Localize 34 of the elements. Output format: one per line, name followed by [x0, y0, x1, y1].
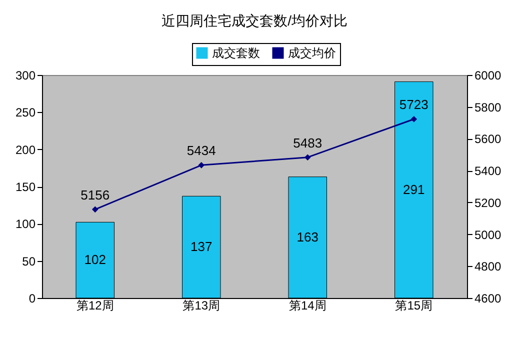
point: [410, 116, 418, 122]
y2-tick-label: 5200: [474, 196, 502, 210]
x-tick-label: 第12周: [76, 298, 114, 312]
y2-tick-label: 5400: [474, 164, 502, 178]
chart-title: 近四周住宅成交套数/均价对比: [162, 12, 348, 28]
data-label: 5434: [186, 143, 216, 158]
y-tick-label: 250: [15, 106, 36, 120]
y2-tick-label: 4800: [474, 260, 502, 274]
point: [92, 206, 98, 213]
data-label: 5483: [293, 135, 322, 150]
y-tick-label: 150: [15, 180, 36, 194]
legend-label: 成交套数: [212, 46, 260, 60]
data-label: 102: [84, 252, 106, 268]
y-tick-label: 0: [28, 292, 36, 306]
data-label: 5723: [399, 97, 428, 112]
y-tick-label: 50: [22, 254, 36, 268]
x-tick-label: 第13周: [182, 298, 220, 312]
data-label: 137: [190, 239, 212, 254]
y2-tick-label: 6000: [474, 68, 502, 82]
legend-label: 成交均价: [288, 46, 336, 60]
y2-tick-label: 5800: [474, 100, 502, 114]
x-tick-label: 第14周: [288, 298, 326, 312]
data-label: 291: [403, 182, 425, 197]
point: [304, 154, 311, 161]
data-label: 163: [296, 229, 318, 244]
y2-tick-label: 5600: [474, 132, 502, 146]
y-tick-label: 200: [15, 142, 36, 157]
x-tick-label: 第15周: [395, 298, 433, 312]
point: [198, 162, 205, 168]
y2-tick-label: 4600: [474, 292, 502, 306]
y-tick-label: 100: [15, 217, 36, 232]
y-tick-label: 300: [15, 68, 36, 82]
data-label: 5156: [80, 187, 110, 202]
y2-tick-label: 5000: [474, 228, 502, 242]
